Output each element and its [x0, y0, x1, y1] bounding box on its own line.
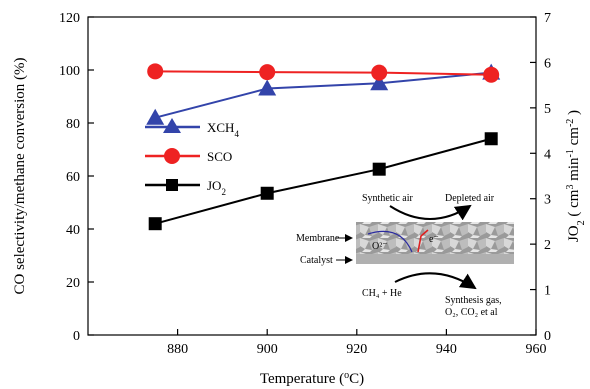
x-tick-label-960: 960 [526, 342, 547, 357]
y2-tick-label-1: 1 [544, 284, 551, 299]
x-axis-title: Temperature (oC) [260, 370, 364, 388]
point-jo2-925 [372, 162, 386, 176]
y2-tick-label-6: 6 [544, 56, 551, 71]
y-tick-label-100: 100 [59, 64, 80, 79]
y-axis-title: CO selectivity/methane conversion (%) [12, 57, 28, 294]
y-tick-label-20: 20 [66, 276, 80, 291]
inset-catalyst-label: Catalyst [300, 255, 333, 266]
inset-oxide-ion-label: O²⁻ [372, 241, 388, 252]
series-layer [146, 63, 501, 231]
series-line-jo2 [154, 137, 492, 225]
point-sco-925 [371, 64, 388, 81]
y2-axis-title: JO2 ( cm3 min-1 cm-2 ) [565, 110, 587, 242]
y2-tick-label-0: 0 [544, 329, 551, 344]
electron-path [417, 229, 429, 253]
point-jo2-950 [484, 132, 498, 146]
y-tick-label-40: 40 [66, 223, 80, 238]
x-tick-label-880: 880 [167, 342, 188, 357]
membrane-schematic: Synthetic air Depleted air O²⁻ e⁻ Membra… [296, 193, 514, 318]
inset-syngas-label-1: Synthesis gas, [445, 295, 502, 306]
y-tick-label-120: 120 [59, 11, 80, 26]
point-xch4-900 [258, 79, 277, 96]
legend-label-xch4: XCH4 [207, 120, 239, 139]
inset-ch4-he-label: CH₄ + He [362, 288, 402, 299]
catalyst-layer [356, 254, 514, 264]
y-tick-label-60: 60 [66, 170, 80, 185]
y2-tick-label-3: 3 [544, 193, 551, 208]
point-xch4-875 [146, 108, 165, 125]
y2-tick-label-7: 7 [544, 11, 551, 26]
legend-label-jo2: JO2 [207, 178, 226, 197]
inset-membrane-label: Membrane [296, 233, 340, 244]
point-jo2-875 [148, 217, 162, 231]
x-tick-label-900: 900 [257, 342, 278, 357]
y2-axis-ticks: 0 1 2 3 4 5 6 7 [530, 11, 551, 344]
membrane-layer [356, 222, 514, 254]
legend-marker-jo2 [166, 179, 178, 191]
y-axis-ticks: 0 20 40 60 80 100 120 [59, 11, 94, 344]
point-sco-950 [483, 66, 500, 83]
point-sco-875 [147, 63, 164, 80]
oxide-ion-path [367, 230, 413, 253]
y-tick-label-80: 80 [66, 117, 80, 132]
top-flow-arrow [389, 204, 472, 221]
x-tick-label-940: 940 [436, 342, 457, 357]
legend-marker-xch4 [163, 118, 181, 133]
y2-tick-label-4: 4 [544, 147, 551, 162]
y2-tick-label-2: 2 [544, 238, 551, 253]
y-tick-label-0: 0 [73, 329, 80, 344]
inset-depleted-air-label: Depleted air [445, 193, 495, 204]
point-xch4-925 [370, 74, 389, 91]
legend: XCH4 SCO JO2 [145, 118, 239, 197]
x-axis-ticks: 880 900 920 940 960 [167, 329, 547, 357]
series-line-sco [155, 70, 492, 76]
x-tick-label-920: 920 [346, 342, 367, 357]
inset-syngas-label-2: O₂, CO₂ et al [445, 307, 498, 318]
y2-tick-label-5: 5 [544, 102, 551, 117]
inset-synthetic-air-label: Synthetic air [362, 193, 413, 204]
legend-label-sco: SCO [207, 149, 232, 164]
point-jo2-900 [260, 186, 274, 200]
point-sco-900 [259, 64, 276, 81]
legend-marker-sco [164, 148, 180, 164]
bottom-flow-arrow [394, 272, 477, 290]
inset-electron-label: e⁻ [429, 234, 439, 245]
series-line-xch4 [154, 71, 492, 119]
